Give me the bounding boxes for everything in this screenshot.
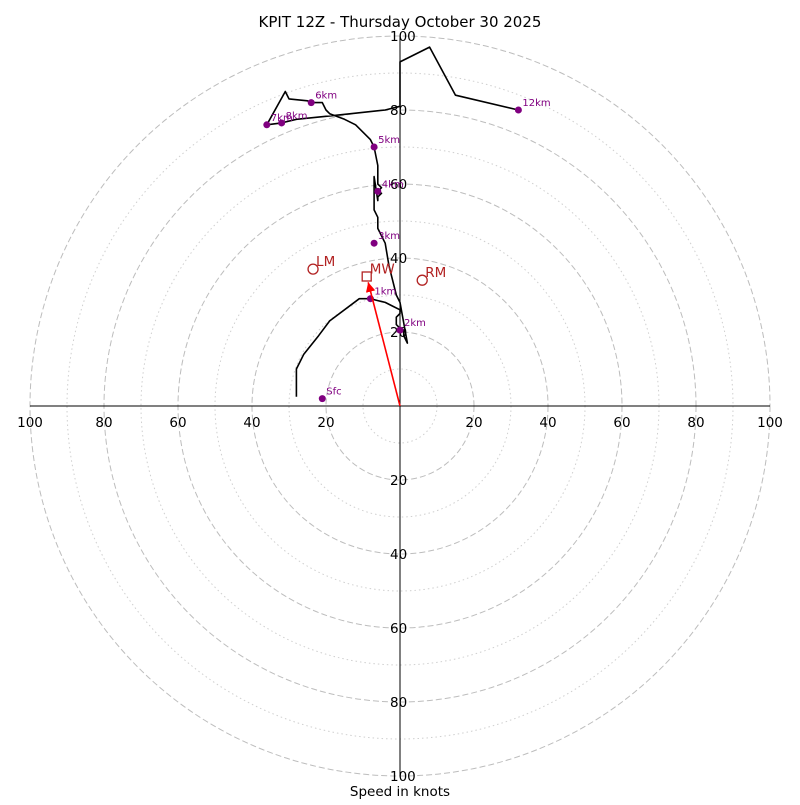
storm-marker-RM <box>416 274 428 286</box>
height-label-5km: 5km <box>378 135 400 146</box>
storm-label-LM: LM <box>316 254 335 270</box>
height-label-4km: 4km <box>382 179 404 190</box>
height-label-7km: 7km <box>271 113 293 124</box>
height-label-8km: 8km <box>286 111 308 122</box>
height-point-Sfc <box>318 395 326 403</box>
height-point-4km <box>374 187 382 195</box>
x-tick-label: 80 <box>95 415 112 431</box>
y-tick-label: 40 <box>390 547 407 563</box>
x-tick-label: 20 <box>465 415 482 431</box>
mean-wind-arrow <box>365 282 401 407</box>
y-tick-label: 40 <box>390 251 407 267</box>
height-point-12km <box>514 106 522 114</box>
height-point-5km <box>370 143 378 151</box>
height-point-6km <box>307 99 315 107</box>
x-tick-label: 40 <box>539 415 556 431</box>
tick-labels: 1008060402020406080100100806040202040608… <box>17 29 783 785</box>
height-label-12km: 12km <box>522 98 550 109</box>
height-label-Sfc: Sfc <box>326 387 341 398</box>
chart-title: KPIT 12Z - Thursday October 30 2025 <box>259 13 542 31</box>
height-point-8km <box>278 119 286 127</box>
height-label-6km: 6km <box>315 91 337 102</box>
y-tick-label: 20 <box>390 473 407 489</box>
storm-motion-markers: LM MW RM <box>307 254 446 407</box>
storm-label-RM: RM <box>425 265 446 281</box>
y-tick-label: 80 <box>390 103 407 119</box>
x-axis-label: Speed in knots <box>350 784 450 800</box>
height-label-1km: 1km <box>374 287 396 298</box>
height-point-2km <box>396 326 404 334</box>
storm-marker-LM <box>307 263 319 275</box>
x-tick-label: 40 <box>243 415 260 431</box>
x-tick-label: 100 <box>17 415 43 431</box>
storm-label-MW: MW <box>370 262 395 278</box>
storm-marker-MW <box>361 271 372 282</box>
height-label-3km: 3km <box>378 231 400 242</box>
y-tick-label: 60 <box>390 177 407 193</box>
y-tick-label: 80 <box>390 695 407 711</box>
y-tick-label: 100 <box>390 769 416 785</box>
x-tick-label: 80 <box>687 415 704 431</box>
x-tick-label: 20 <box>317 415 334 431</box>
x-tick-label: 60 <box>169 415 186 431</box>
x-tick-label: 60 <box>613 415 630 431</box>
y-tick-label: 60 <box>390 621 407 637</box>
height-point-7km <box>263 121 271 129</box>
height-point-3km <box>370 239 378 247</box>
height-label-2km: 2km <box>404 318 426 329</box>
x-tick-label: 100 <box>757 415 783 431</box>
hodograph-line <box>265 46 519 397</box>
y-tick-label: 100 <box>390 29 416 45</box>
